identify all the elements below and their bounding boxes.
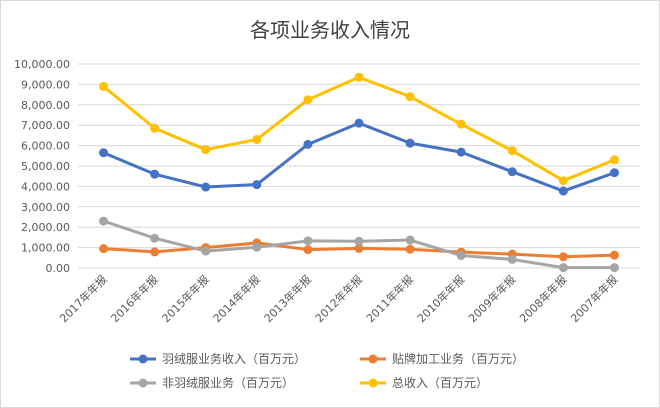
data-point xyxy=(456,119,466,129)
gridlines xyxy=(78,63,640,269)
legend-entry: 总收入（百万元） xyxy=(360,376,488,390)
legend-label: 贴牌加工业务（百万元） xyxy=(392,351,524,366)
legend-label: 非羽绒服业务（百万元） xyxy=(162,375,294,390)
legend-label: 羽绒服业务收入（百万元） xyxy=(162,351,306,366)
y-tick-label: 10,000.00 xyxy=(14,58,70,71)
legend-entry: 羽绒服业务收入（百万元） xyxy=(130,351,306,366)
data-point xyxy=(609,155,619,165)
x-tick-label: 2016年年报 xyxy=(108,272,161,325)
legend-entry: 贴牌加工业务（百万元） xyxy=(360,351,524,366)
series-line xyxy=(102,121,616,193)
data-point xyxy=(405,244,415,254)
data-point xyxy=(252,242,262,252)
x-tick-label: 2014年年报 xyxy=(210,272,263,325)
data-point xyxy=(558,263,568,273)
legend: 羽绒服业务收入（百万元） 贴牌加工业务（百万元） 非羽绒服业务（百万元） 总收入（百万… xyxy=(130,351,524,390)
series-2 xyxy=(99,216,619,273)
data-point xyxy=(507,146,517,156)
y-tick-label: 4,000.00 xyxy=(21,180,70,193)
data-point xyxy=(99,148,109,158)
data-point xyxy=(150,247,160,257)
x-tick-label: 2010年年报 xyxy=(414,272,467,325)
data-point xyxy=(609,168,619,178)
data-point xyxy=(99,81,109,91)
y-tick-label: 9,000.00 xyxy=(21,78,70,91)
x-tick-label: 2015年年报 xyxy=(159,272,212,325)
x-tick-label: 2009年年报 xyxy=(465,272,518,325)
data-point xyxy=(354,243,364,253)
data-point xyxy=(558,186,568,196)
x-tick-label: 2007年年报 xyxy=(568,272,621,325)
data-point xyxy=(303,245,313,255)
data-point xyxy=(252,134,262,144)
data-point xyxy=(456,251,466,261)
y-tick-label: 3,000.00 xyxy=(21,201,70,214)
data-point xyxy=(201,182,211,192)
data-point xyxy=(99,244,109,254)
series-3 xyxy=(99,72,619,186)
y-axis-ticks: 0.00 1,000.00 2,000.00 3,000.00 4,000.00 5,00… xyxy=(14,58,70,275)
data-point xyxy=(609,250,619,260)
data-point xyxy=(405,92,415,102)
y-tick-label: 2,000.00 xyxy=(21,221,70,234)
data-point xyxy=(354,236,364,246)
data-point xyxy=(252,180,262,190)
data-point xyxy=(456,147,466,157)
legend-label: 总收入（百万元） xyxy=(392,376,488,390)
data-point xyxy=(405,138,415,148)
x-tick-label: 2012年年报 xyxy=(312,272,365,325)
data-point xyxy=(558,252,568,262)
data-point xyxy=(201,145,211,155)
legend-swatch-marker xyxy=(368,354,378,364)
chart-title: 各项业务收入情况 xyxy=(250,18,410,42)
data-point xyxy=(303,236,313,246)
x-axis-ticks: 2017年年报2016年年报2015年年报2014年年报2013年年报2012年… xyxy=(57,272,621,325)
data-point xyxy=(150,123,160,133)
series-line xyxy=(102,75,616,183)
x-tick-label: 2017年年报 xyxy=(57,272,110,325)
series-lines xyxy=(99,72,619,273)
legend-swatch-marker xyxy=(138,378,148,388)
data-point xyxy=(507,254,517,264)
series-0 xyxy=(99,118,619,196)
data-point xyxy=(558,176,568,186)
data-point xyxy=(303,95,313,105)
x-tick-label: 2013年年报 xyxy=(261,272,314,325)
legend-entry: 非羽绒服业务（百万元） xyxy=(130,375,294,390)
legend-swatch-marker xyxy=(368,378,378,388)
data-point xyxy=(354,72,364,82)
data-point xyxy=(303,139,313,149)
data-point xyxy=(405,235,415,245)
data-point xyxy=(99,216,109,226)
data-point xyxy=(507,167,517,177)
y-tick-label: 0.00 xyxy=(46,262,71,275)
y-tick-label: 5,000.00 xyxy=(21,160,70,173)
y-tick-label: 7,000.00 xyxy=(21,119,70,132)
y-tick-label: 1,000.00 xyxy=(21,242,70,255)
data-point xyxy=(150,169,160,179)
data-point xyxy=(201,246,211,256)
x-tick-label: 2011年年报 xyxy=(363,272,416,325)
legend-swatch-marker xyxy=(138,354,148,364)
y-tick-label: 8,000.00 xyxy=(21,99,70,112)
data-point xyxy=(354,118,364,128)
x-tick-label: 2008年年报 xyxy=(516,272,569,325)
data-point xyxy=(150,233,160,243)
data-point xyxy=(609,263,619,273)
y-tick-label: 6,000.00 xyxy=(21,140,70,153)
